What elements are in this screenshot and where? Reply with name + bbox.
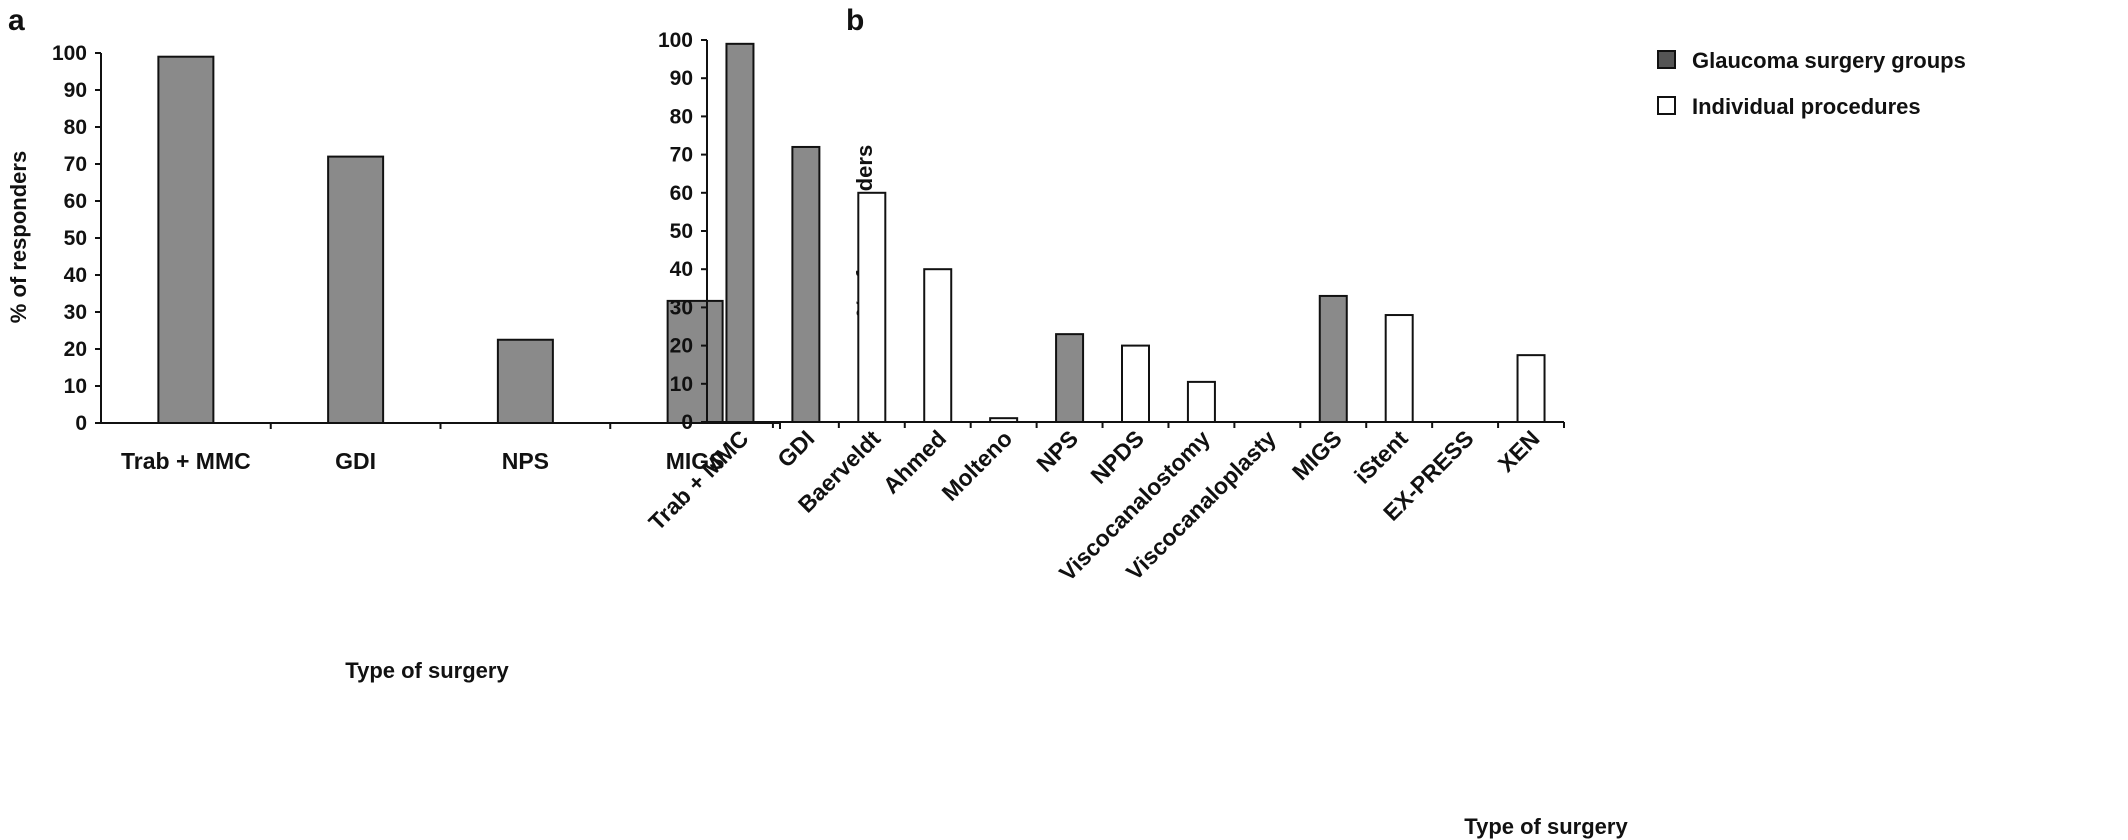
bar-migs: [666, 299, 724, 424]
panel-a-label: a: [8, 4, 25, 37]
bar-nps: [1055, 333, 1085, 424]
x-category-label: Trab + MMC: [121, 448, 251, 474]
bar-viscocanalostomy: [1186, 380, 1216, 424]
x-category-label: XEN: [1493, 425, 1545, 477]
bar-trab-mmc: [157, 55, 215, 424]
y-tick-label: 40: [64, 264, 87, 287]
y-tick-label: 80: [64, 116, 87, 139]
x-category-label: NPDS: [1085, 425, 1149, 489]
y-tick-label: 0: [681, 411, 693, 434]
bar-npds: [1121, 344, 1150, 424]
panel-a-x-axis-title: Type of surgery: [345, 658, 509, 683]
y-tick-label: 100: [52, 42, 87, 65]
x-category-label: MIGS: [666, 448, 725, 474]
legend-swatch-groups: [1657, 50, 1676, 69]
x-category-label: Trab + MMC: [643, 425, 753, 535]
bar-migs: [1318, 294, 1348, 423]
y-tick-label: 50: [64, 227, 87, 250]
y-tick-label: 60: [64, 190, 87, 213]
panel-b-label: b: [846, 4, 864, 37]
y-tick-label: 10: [670, 373, 693, 396]
x-category-label: NPS: [1031, 425, 1083, 477]
bar-gdi: [327, 155, 385, 424]
y-tick-label: 20: [670, 335, 693, 358]
y-tick-label: 10: [64, 375, 87, 398]
legend-swatch-individual: [1657, 96, 1676, 115]
y-tick-label: 40: [670, 258, 693, 281]
y-tick-label: 100: [658, 29, 693, 52]
legend-label-groups: Glaucoma surgery groups: [1692, 48, 1966, 73]
bar-ahmed: [923, 268, 953, 424]
panel-a-y-axis-title: % of responders: [6, 151, 31, 323]
x-category-label: GDI: [335, 448, 376, 474]
y-tick-label: 70: [64, 153, 87, 176]
legend: Glaucoma surgery groups Individual proce…: [1657, 48, 1966, 119]
bar-istent: [1384, 314, 1414, 424]
y-tick-label: 0: [75, 412, 87, 435]
y-tick-label: 90: [64, 79, 87, 102]
panel-b-x-axis-title: Type of surgery: [1464, 814, 1628, 839]
bar-gdi: [791, 145, 821, 424]
y-tick-label: 50: [670, 220, 693, 243]
y-tick-label: 80: [670, 105, 693, 128]
bar-trab-mmc: [725, 42, 755, 423]
y-tick-label: 60: [670, 182, 693, 205]
y-tick-label: 20: [64, 338, 87, 361]
x-category-label: iStent: [1349, 425, 1413, 489]
y-tick-label: 30: [64, 301, 87, 324]
panel-a-chart: a % of responders Type of surgery 0 10 20 3…: [6, 4, 781, 683]
y-tick-label: 90: [670, 67, 693, 90]
legend-label-individual: Individual procedures: [1692, 94, 1921, 119]
bar-xen: [1516, 354, 1546, 423]
bar-baerveldt: [857, 191, 887, 423]
panel-b-chart: b % of responders Type of surgery 010203…: [643, 4, 1965, 839]
x-category-label: MIGS: [1287, 425, 1347, 485]
x-category-label: Molteno: [936, 425, 1017, 506]
bar-nps: [496, 338, 554, 424]
y-tick-label: 70: [670, 144, 693, 167]
x-category-label: GDI: [772, 425, 819, 472]
y-tick-label: 30: [670, 296, 693, 319]
x-category-label: NPS: [502, 448, 549, 474]
